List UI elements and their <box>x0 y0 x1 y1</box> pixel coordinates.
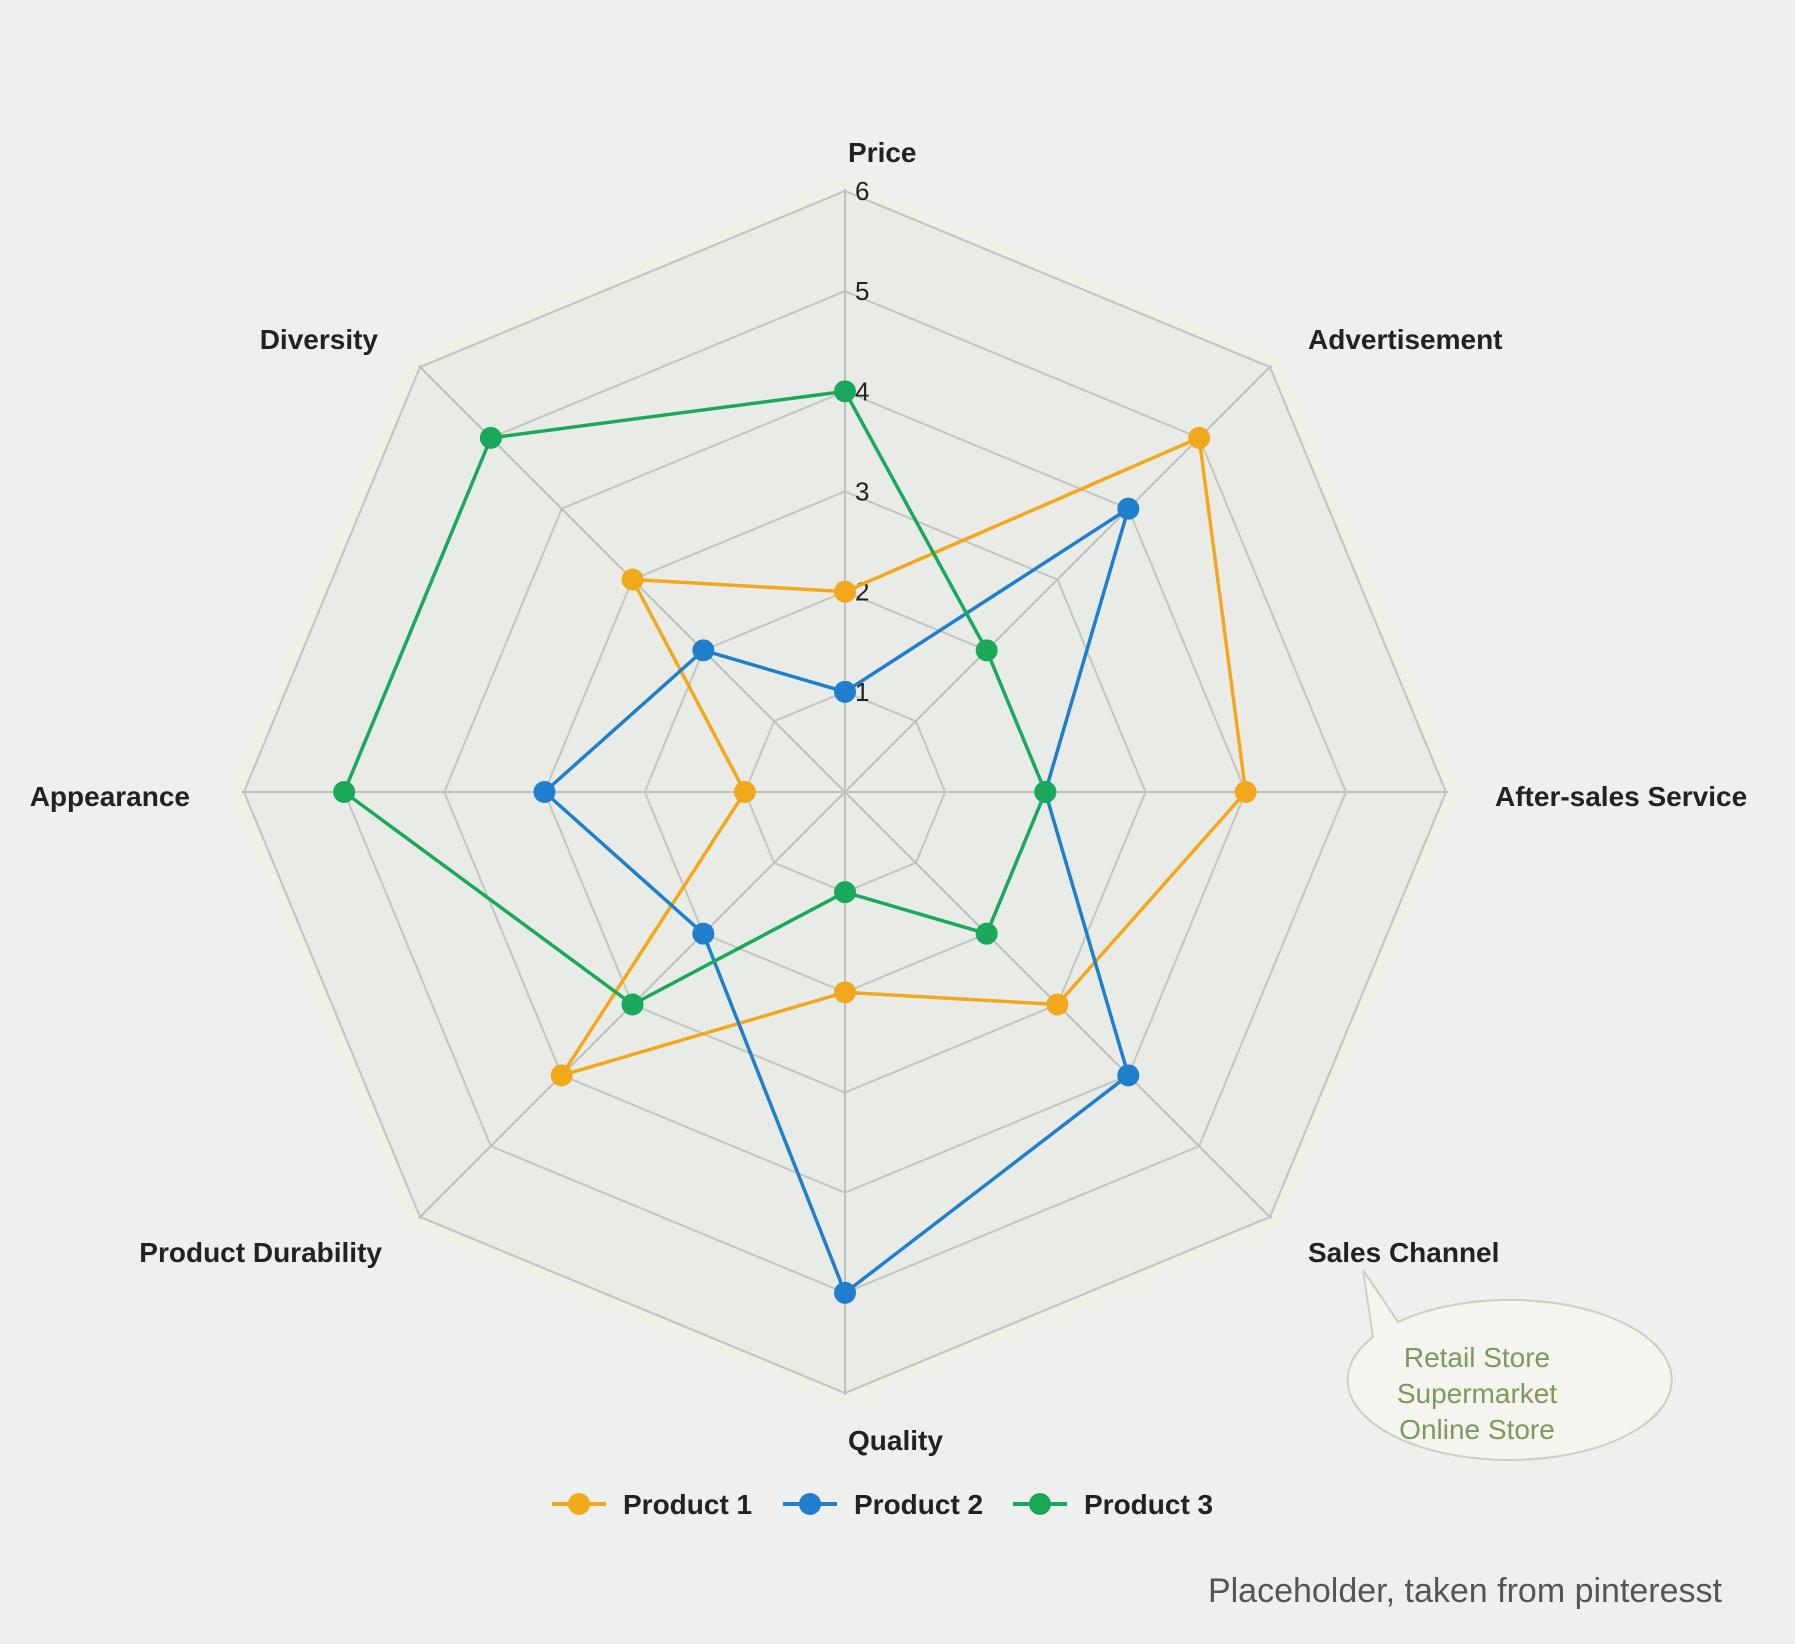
legend-label: Product 2 <box>854 1489 983 1520</box>
axis-label-advertisement: Advertisement <box>1308 324 1503 355</box>
legend-item-product-3[interactable]: Product 3 <box>1013 1489 1213 1520</box>
data-point[interactable] <box>692 922 715 945</box>
data-point[interactable] <box>834 380 856 403</box>
data-point[interactable] <box>1188 426 1211 449</box>
series-product-1 <box>550 426 1257 1087</box>
legend-marker <box>568 1493 590 1515</box>
legend-label: Product 1 <box>623 1489 752 1520</box>
radar-series <box>333 380 1257 1304</box>
tick-label: 6 <box>855 176 869 206</box>
data-point[interactable] <box>834 881 856 904</box>
tick-label: 5 <box>855 276 869 306</box>
callout-line-1: Retail Store <box>1404 1342 1550 1373</box>
data-point[interactable] <box>733 781 756 803</box>
tick-label: 3 <box>855 477 869 507</box>
data-point[interactable] <box>621 993 644 1016</box>
data-point[interactable] <box>333 781 356 803</box>
data-point[interactable] <box>834 1281 856 1304</box>
legend-item-product-2[interactable]: Product 2 <box>783 1489 983 1520</box>
data-point[interactable] <box>479 426 502 449</box>
series-product-3 <box>333 380 1057 1016</box>
data-point[interactable] <box>1117 497 1140 520</box>
axis-label-diversity: Diversity <box>260 324 379 355</box>
tick-label: 4 <box>855 376 869 406</box>
axis-label-price: Price <box>848 137 917 168</box>
axis-label-sales-channel: Sales Channel <box>1308 1237 1499 1268</box>
radar-axes <box>242 189 1448 1395</box>
radar-axis-labels: Price Advertisement After-sales Service Sal… <box>30 137 1747 1456</box>
data-point[interactable] <box>834 981 856 1004</box>
axis-label-after-sales-service: After-sales Service <box>1495 781 1747 812</box>
sales-channel-callout: Retail Store Supermarket Online Store <box>1346 1269 1673 1461</box>
data-point[interactable] <box>1234 781 1257 803</box>
data-point[interactable] <box>550 1064 573 1087</box>
data-point[interactable] <box>692 639 715 662</box>
callout-line-3: Online Store <box>1399 1414 1555 1445</box>
data-point[interactable] <box>975 922 998 945</box>
callout-line-2: Supermarket <box>1397 1378 1558 1409</box>
legend: Product 1 Product 2 Product 3 <box>552 1489 1213 1520</box>
data-point[interactable] <box>1046 993 1069 1016</box>
data-point[interactable] <box>533 781 556 803</box>
data-point[interactable] <box>1034 781 1057 803</box>
callout-bubble <box>1346 1269 1673 1461</box>
data-point[interactable] <box>621 568 644 591</box>
legend-marker <box>1029 1493 1051 1515</box>
data-point[interactable] <box>975 639 998 662</box>
axis-label-quality: Quality <box>848 1425 943 1456</box>
data-point[interactable] <box>834 580 856 603</box>
series-product-2 <box>533 497 1140 1304</box>
legend-marker <box>799 1493 821 1515</box>
legend-item-product-1[interactable]: Product 1 <box>552 1489 752 1520</box>
data-point[interactable] <box>1117 1064 1140 1087</box>
axis-label-product-durability: Product Durability <box>139 1237 382 1268</box>
footnote: Placeholder, taken from pinteresst <box>1208 1572 1723 1610</box>
legend-label: Product 3 <box>1084 1489 1213 1520</box>
axis-label-appearance: Appearance <box>30 781 190 812</box>
data-point[interactable] <box>834 680 856 703</box>
